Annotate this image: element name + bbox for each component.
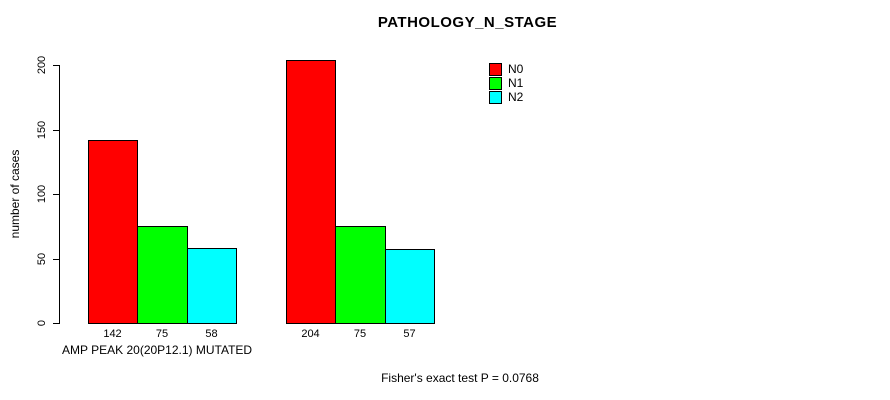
- legend-swatch-n1: [489, 76, 502, 90]
- legend-swatch-n0: [489, 62, 502, 76]
- bar-value-label: 57: [403, 328, 416, 340]
- bar-n2-group1: [187, 248, 237, 324]
- x-axis-label: AMP PEAK 20(20P12.1) MUTATED: [62, 343, 253, 357]
- legend: N0 N1 N2: [489, 62, 523, 104]
- y-tick-label: 100: [36, 184, 48, 204]
- y-tick-label: 150: [36, 120, 48, 140]
- y-tick-label: 200: [36, 55, 48, 75]
- bar-value-label: 204: [301, 328, 320, 340]
- bar-n0-group1: [88, 140, 138, 324]
- y-tick-label: 50: [36, 252, 48, 266]
- legend-label-n2: N2: [508, 89, 524, 104]
- y-tick-mark: [53, 259, 59, 260]
- bar-value-label: 142: [103, 328, 122, 340]
- y-tick-mark: [53, 323, 59, 324]
- legend-row-n0: N0: [489, 62, 523, 76]
- y-axis-label: number of cases: [8, 149, 22, 239]
- legend-label-n0: N0: [508, 61, 524, 76]
- bar-n2-group2: [385, 249, 435, 324]
- bar-n0-group2: [286, 60, 336, 324]
- y-tick-mark: [53, 194, 59, 195]
- bar-value-label: 75: [353, 328, 367, 340]
- bar-n1-group1: [137, 226, 188, 324]
- fisher-test-text: Fisher's exact test P = 0.0768: [381, 371, 539, 385]
- bar-n1-group2: [335, 226, 386, 324]
- y-tick-mark: [53, 65, 59, 66]
- y-axis-line: [59, 65, 60, 324]
- bar-value-label: 75: [155, 328, 169, 340]
- legend-swatch-n2: [489, 90, 502, 104]
- bar-value-label: 58: [205, 328, 218, 340]
- legend-label-n1: N1: [508, 75, 524, 90]
- legend-row-n2: N2: [489, 90, 523, 104]
- y-tick-label: 0: [36, 319, 48, 327]
- y-tick-mark: [53, 130, 59, 131]
- legend-row-n1: N1: [489, 76, 523, 90]
- chart-title: PATHOLOGY_N_STAGE: [377, 14, 558, 31]
